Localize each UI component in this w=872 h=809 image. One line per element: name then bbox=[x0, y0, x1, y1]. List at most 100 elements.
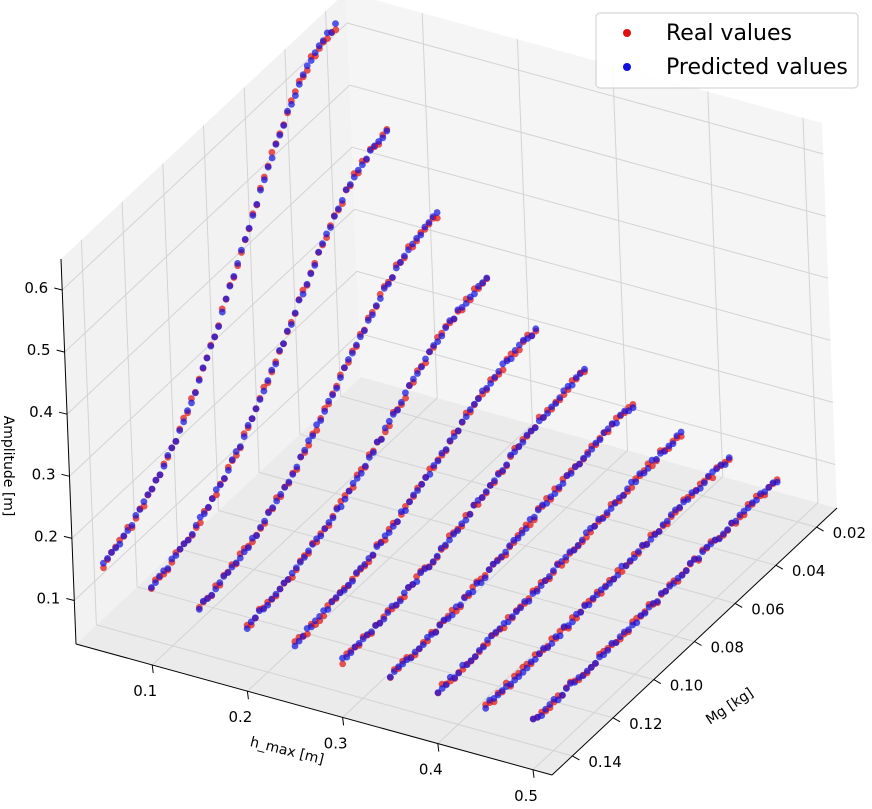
x-tick-mark bbox=[532, 769, 535, 778]
grid-line-x-back bbox=[421, 12, 438, 399]
predicted-value-point bbox=[386, 673, 394, 681]
predicted-value-point bbox=[528, 332, 536, 340]
predicted-value-point bbox=[567, 470, 575, 477]
predicted-value-point bbox=[240, 548, 248, 556]
predicted-value-point bbox=[724, 526, 731, 534]
predicted-value-point bbox=[596, 436, 604, 444]
predicted-value-point bbox=[584, 450, 592, 458]
predicted-value-point bbox=[655, 528, 663, 535]
predicted-value-point bbox=[519, 438, 527, 446]
predicted-value-point bbox=[355, 640, 363, 647]
predicted-value-point bbox=[380, 284, 388, 292]
predicted-value-point bbox=[518, 529, 526, 537]
predicted-value-point bbox=[176, 427, 184, 434]
predicted-value-point bbox=[208, 591, 216, 599]
predicted-value-point bbox=[272, 360, 280, 368]
grid-line-x-back bbox=[516, 39, 533, 425]
predicted-value-point bbox=[349, 577, 356, 585]
predicted-value-point bbox=[365, 454, 373, 461]
predicted-value-point bbox=[285, 478, 293, 486]
predicted-value-point bbox=[462, 516, 470, 524]
predicted-value-point bbox=[301, 446, 309, 454]
real-value-point bbox=[304, 630, 311, 638]
predicted-value-point bbox=[248, 415, 256, 423]
predicted-value-point bbox=[252, 405, 260, 413]
real-value-point bbox=[628, 484, 636, 491]
axes-panes bbox=[61, 0, 837, 775]
legend-marker-predicted bbox=[623, 63, 631, 71]
predicted-value-point bbox=[483, 384, 490, 392]
predicted-value-point bbox=[773, 478, 781, 486]
predicted-value-point bbox=[288, 101, 295, 108]
legend-marker-real bbox=[623, 29, 631, 37]
predicted-value-point bbox=[331, 212, 338, 220]
real-value-point bbox=[618, 568, 626, 575]
grid-line-x-back bbox=[802, 117, 819, 503]
grid-line-y-floor bbox=[259, 471, 736, 604]
predicted-value-point bbox=[632, 478, 640, 486]
predicted-value-point bbox=[577, 609, 585, 616]
predicted-value-point bbox=[383, 127, 391, 135]
predicted-value-point bbox=[654, 598, 661, 605]
z-axis-line bbox=[60, 258, 77, 645]
predicted-value-point bbox=[305, 547, 312, 555]
predicted-value-point bbox=[647, 536, 655, 543]
predicted-value-point bbox=[295, 81, 303, 88]
predicted-value-point bbox=[471, 400, 478, 408]
predicted-value-point bbox=[678, 571, 686, 579]
real-value-point bbox=[320, 612, 328, 620]
predicted-value-point bbox=[491, 477, 498, 485]
predicted-value-point bbox=[380, 615, 388, 623]
predicted-value-point bbox=[610, 575, 618, 583]
legend-label-real: Real values bbox=[666, 21, 792, 46]
predicted-value-point bbox=[471, 653, 479, 660]
predicted-value-point bbox=[533, 587, 541, 595]
predicted-value-point bbox=[224, 569, 232, 576]
legend: Real values Predicted values bbox=[595, 12, 859, 89]
predicted-value-point bbox=[563, 685, 570, 692]
predicted-value-point bbox=[538, 712, 546, 719]
predicted-value-point bbox=[430, 462, 438, 469]
predicted-value-point bbox=[268, 366, 276, 374]
real-value-point bbox=[339, 660, 347, 668]
predicted-value-point bbox=[319, 240, 326, 248]
predicted-value-point bbox=[264, 377, 272, 384]
predicted-value-point bbox=[432, 629, 440, 636]
predicted-value-point bbox=[532, 325, 540, 333]
predicted-value-point bbox=[389, 410, 397, 418]
predicted-value-point bbox=[466, 406, 474, 413]
predicted-value-point bbox=[205, 503, 212, 511]
predicted-value-point bbox=[226, 282, 234, 290]
predicted-value-point bbox=[317, 417, 325, 424]
tick-labels: 0.1 0.2 0.3 0.4 0.5 0.02 0.04 0.06 0.08 0.10 0.12 0… bbox=[24, 279, 866, 805]
predicted-value-point bbox=[323, 230, 330, 238]
predicted-value-point bbox=[511, 448, 519, 456]
predicted-value-point bbox=[503, 461, 510, 469]
predicted-value-point bbox=[508, 613, 516, 621]
predicted-value-point bbox=[217, 481, 224, 489]
predicted-value-point bbox=[116, 540, 124, 548]
x-tick-mark bbox=[342, 717, 345, 726]
predicted-value-point bbox=[332, 20, 339, 27]
predicted-value-point bbox=[309, 432, 317, 440]
predicted-value-point bbox=[299, 71, 307, 79]
predicted-value-point bbox=[531, 656, 539, 663]
predicted-value-point bbox=[469, 588, 477, 596]
predicted-value-point bbox=[325, 397, 332, 405]
predicted-value-point bbox=[184, 407, 191, 414]
predicted-value-point bbox=[568, 381, 576, 389]
y-tick-label: 0.06 bbox=[751, 600, 784, 618]
predicted-value-point bbox=[413, 578, 421, 585]
data-points bbox=[100, 20, 781, 723]
predicted-value-point bbox=[519, 668, 527, 676]
predicted-value-point bbox=[212, 486, 220, 493]
predicted-value-point bbox=[280, 340, 287, 347]
predicted-value-point bbox=[451, 674, 458, 682]
predicted-value-point bbox=[653, 455, 660, 463]
z-tick-label: 0.1 bbox=[36, 590, 60, 608]
predicted-value-point bbox=[633, 619, 641, 626]
predicted-value-point bbox=[369, 311, 376, 319]
predicted-value-point bbox=[337, 374, 344, 381]
predicted-value-point bbox=[385, 417, 393, 425]
predicted-value-point bbox=[471, 290, 478, 298]
